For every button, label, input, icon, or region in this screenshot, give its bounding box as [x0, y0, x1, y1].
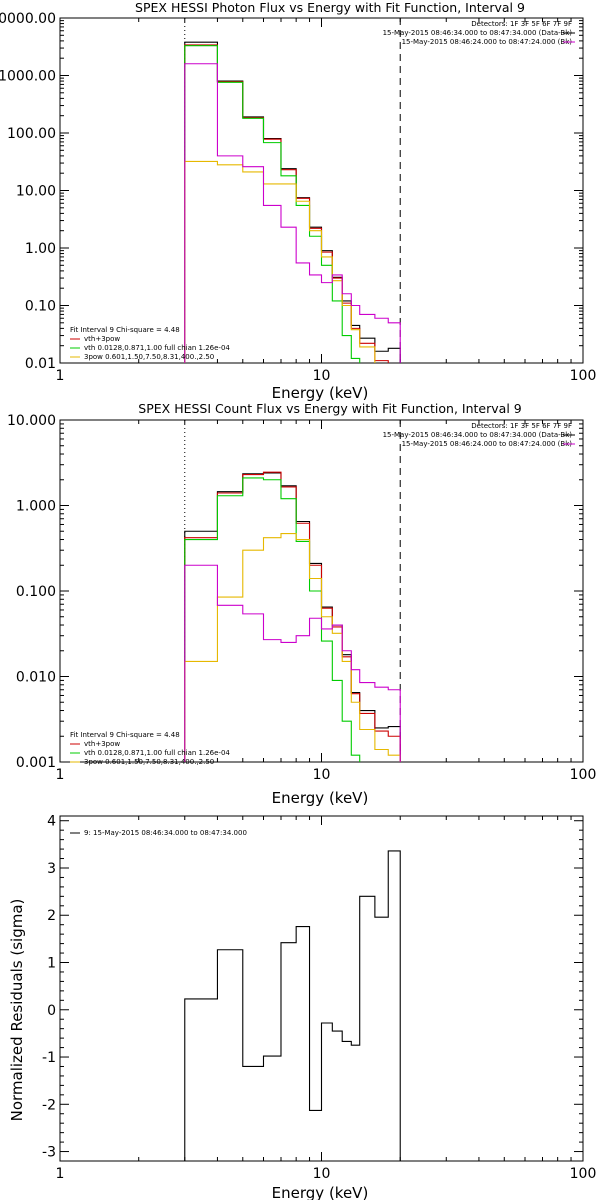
x-tick-label: 1: [56, 368, 65, 384]
y-tick-label: 4: [47, 814, 56, 830]
y-tick-label: 3: [47, 861, 56, 877]
y-tick-label: 10.000: [7, 413, 56, 429]
count-flux-chart: SPEX HESSI Count Flux vs Energy with Fit…: [7, 401, 596, 807]
y-tick-label: 1: [47, 956, 56, 972]
legend-detectors: Detectors: 1F 3F 5F 6F 7F 9F: [471, 20, 572, 28]
legend-data-interval: 15-May-2015 08:46:34.000 to 08:47:34.000…: [383, 431, 573, 439]
y-tick-label: 0.001: [16, 755, 56, 771]
x-tick-label: 1: [56, 767, 65, 783]
legend-bottom-left: Fit Interval 9 Chi-square = 4.48 vth+3po…: [70, 326, 230, 361]
series-line-4: [184, 63, 401, 363]
y-tick-label: 2: [47, 908, 56, 924]
y-axis-label: Normalized Residuals (sigma): [8, 899, 26, 1122]
legend-vth: vth 0.0128,0.871,1.00 full chian 1.26e-0…: [84, 749, 230, 757]
photon-flux-chart: SPEX HESSI Photon Flux vs Energy with Fi…: [0, 0, 596, 402]
y-tick-label: 1000.00: [0, 69, 56, 85]
y-tick-label: 100.00: [7, 126, 56, 142]
chart-title: SPEX HESSI Count Flux vs Energy with Fit…: [138, 401, 521, 416]
y-tick-labels: 0.01 0.10 1.00 10.00 100.00 1000.00 10000.00: [0, 11, 56, 372]
legend-bottom-left: Fit Interval 9 Chi-square = 4.48 vth+3po…: [70, 731, 230, 766]
y-tick-label: 0.100: [16, 584, 56, 600]
legend-top-right: Detectors: 1F 3F 5F 6F 7F 9F 15-May-2015…: [383, 422, 575, 448]
y-tick-labels: -3 -2 -1 0 1 2 3 4: [42, 814, 56, 1161]
y-tick-label: -2: [42, 1097, 56, 1113]
x-tick-label: 10: [313, 368, 331, 384]
legend-model: vth+3pow: [84, 740, 120, 748]
y-tick-label: 0: [47, 1003, 56, 1019]
x-axis-label: Energy (keV): [272, 1184, 369, 1200]
chart-title: SPEX HESSI Photon Flux vs Energy with Fi…: [135, 0, 525, 15]
x-tick-labels: 1 10 100: [56, 767, 597, 783]
series-line-3: [184, 160, 376, 363]
x-tick-label: 10: [313, 767, 331, 783]
x-tick-label: 100: [570, 1166, 597, 1182]
y-tick-label: 0.010: [16, 670, 56, 686]
legend-top-left: 9: 15-May-2015 08:46:34.000 to 08:47:34.…: [70, 829, 247, 837]
x-axis-label: Energy (keV): [272, 384, 369, 402]
plot-area: [59, 419, 584, 763]
x-tick-labels: 1 10 100: [56, 1166, 597, 1182]
legend-data-interval: 15-May-2015 08:46:34.000 to 08:47:34.000…: [383, 29, 573, 37]
x-tick-label: 10: [313, 1166, 331, 1182]
series-line-4: [184, 564, 401, 762]
legend-detectors: Detectors: 1F 3F 5F 6F 7F 9F: [471, 422, 572, 430]
legend-3pow: 3pow 0.601,1.50,7.50,8.31,400.,2.50: [84, 758, 214, 766]
y-tick-label: 10.00: [16, 184, 56, 200]
series-line-0: [184, 850, 401, 1161]
legend-interval: 9: 15-May-2015 08:46:34.000 to 08:47:34.…: [84, 829, 247, 837]
y-tick-labels: 0.001 0.010 0.100 1.000 10.000: [7, 413, 56, 771]
x-tick-labels: 1 10 100: [56, 368, 597, 384]
y-tick-label: 1.000: [16, 499, 56, 515]
y-tick-label: 10000.00: [0, 11, 56, 27]
legend-fit-interval: Fit Interval 9 Chi-square = 4.48: [70, 326, 180, 334]
y-tick-label: 1.00: [25, 241, 56, 257]
legend-fit-interval: Fit Interval 9 Chi-square = 4.48: [70, 731, 180, 739]
x-tick-label: 1: [56, 1166, 65, 1182]
legend-top-right: Detectors: 1F 3F 5F 6F 7F 9F 15-May-2015…: [383, 20, 575, 46]
legend-vth: vth 0.0128,0.871,1.00 full chian 1.26e-0…: [84, 344, 230, 352]
y-tick-label: 0.01: [25, 356, 56, 372]
plot-frame: [59, 17, 584, 364]
residuals-chart: Energy (keV) Normalized Residuals (sigma…: [8, 814, 596, 1200]
legend-bk-interval: 15-May-2015 08:46:24.000 to 08:47:24.000…: [402, 38, 573, 46]
legend-bk-interval: 15-May-2015 08:46:24.000 to 08:47:24.000…: [402, 440, 573, 448]
series-line-3: [184, 532, 401, 762]
legend-model: vth+3pow: [84, 335, 120, 343]
y-tick-label: 0.10: [25, 299, 56, 315]
plot-area: [59, 815, 584, 1162]
x-tick-label: 100: [570, 368, 597, 384]
x-tick-label: 100: [570, 767, 597, 783]
legend-3pow: 3pow 0.601,1.50,7.50,8.31,400.,2.50: [84, 353, 214, 361]
x-axis-label: Energy (keV): [272, 789, 369, 807]
plot-area: [59, 17, 584, 364]
y-tick-label: -1: [42, 1050, 56, 1066]
y-tick-label: -3: [42, 1145, 56, 1161]
